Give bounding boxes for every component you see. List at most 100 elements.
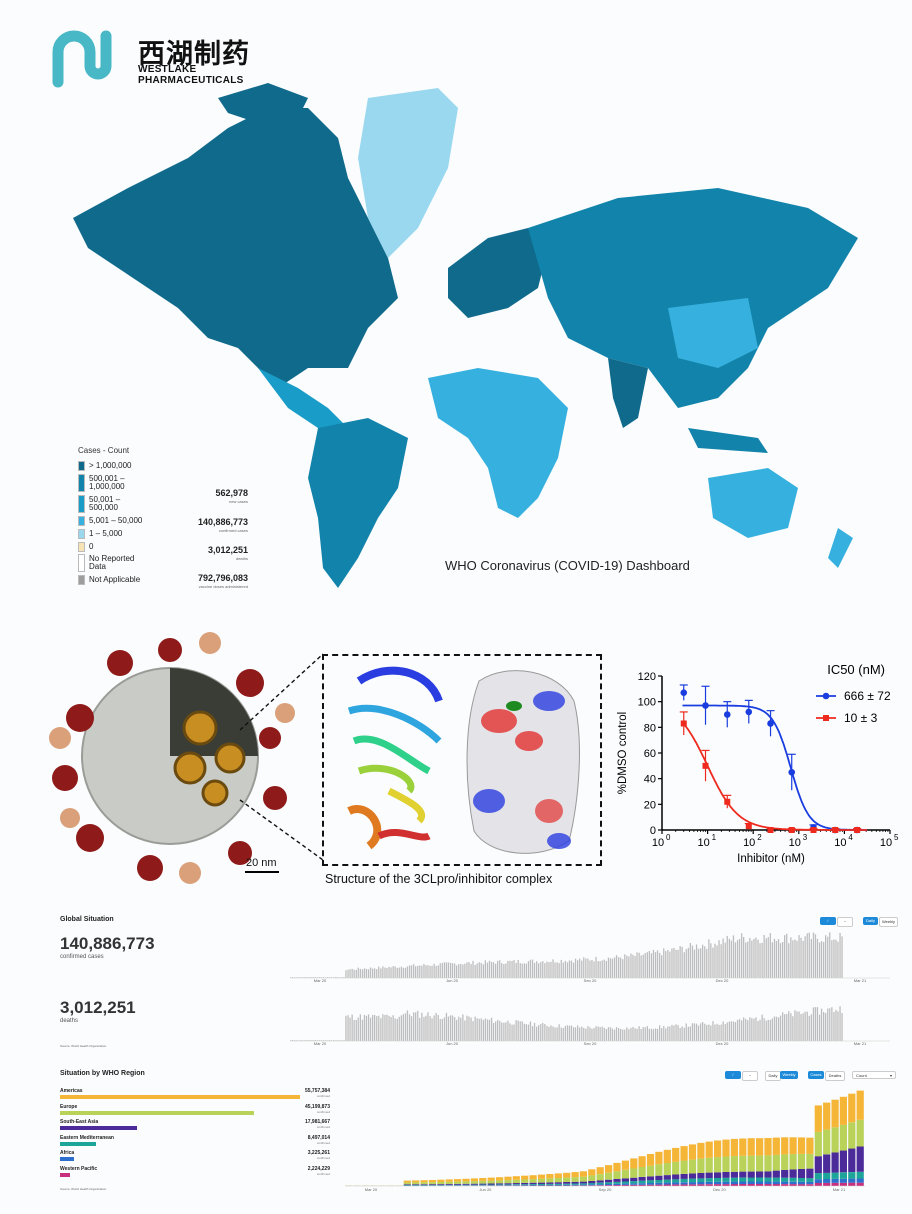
bar — [732, 935, 735, 978]
region-situation-title: Situation by WHO Region — [60, 1070, 145, 1077]
bar — [497, 960, 499, 978]
bar — [406, 966, 409, 978]
bar — [589, 960, 591, 978]
stack-segment — [512, 1176, 520, 1180]
stack-segment — [747, 1184, 755, 1186]
stack-segment — [714, 1157, 722, 1173]
bar — [777, 1017, 780, 1041]
chart-line-toggle[interactable]: ⁄ — [820, 917, 836, 925]
bar — [595, 1026, 597, 1041]
bar — [788, 1011, 790, 1041]
bar — [644, 953, 646, 978]
legend-title: IC50 (nM) — [827, 662, 885, 677]
bar — [333, 977, 335, 978]
stack-segment — [521, 1182, 529, 1185]
bar — [632, 1027, 634, 1041]
bar — [382, 1014, 384, 1041]
weekly-toggle[interactable]: Weekly — [879, 917, 898, 927]
bar — [579, 958, 581, 978]
daily-deaths-chart: Mar 20 Jun 20 Sep 20 Dec 20 Mar 21 — [290, 1006, 890, 1045]
stack-segment — [554, 1183, 562, 1185]
stack-segment — [621, 1178, 629, 1182]
stat-label: confirmed cases — [218, 528, 248, 533]
region-line-toggle[interactable]: ⁄ — [725, 1071, 741, 1079]
bar — [425, 1015, 427, 1041]
bar — [359, 968, 361, 978]
y-tick-label: 120 — [638, 671, 656, 683]
bar — [827, 936, 829, 978]
stack-segment — [613, 1179, 621, 1182]
bar — [396, 1018, 398, 1041]
bar — [656, 950, 659, 978]
bar — [548, 962, 550, 978]
bar — [296, 977, 298, 978]
bar — [423, 964, 425, 978]
bar — [765, 1020, 767, 1041]
bar — [720, 1024, 722, 1041]
stack-segment — [831, 1182, 839, 1186]
bar — [316, 1040, 318, 1041]
bar — [400, 1015, 402, 1041]
bar — [447, 962, 450, 978]
bar — [347, 1015, 349, 1041]
region-metric-select[interactable]: Count ▾ — [852, 1071, 896, 1079]
bar — [464, 1020, 466, 1041]
stack-segment — [646, 1180, 655, 1183]
bar — [474, 1016, 476, 1041]
region-curve-toggle[interactable]: ~ — [742, 1071, 758, 1081]
stack-segment — [789, 1169, 797, 1178]
region-weekly-toggle[interactable]: Weekly — [780, 1071, 798, 1079]
stack-segment — [688, 1182, 697, 1185]
chart-curve-toggle[interactable]: ~ — [837, 917, 853, 927]
bar — [320, 977, 322, 978]
region-cases-toggle[interactable]: Cases — [808, 1071, 824, 1079]
x-tick-label: 10 — [697, 837, 709, 849]
daily-toggle[interactable]: Daily — [863, 917, 878, 925]
legend-label: No Reported Data — [89, 554, 135, 571]
bar — [833, 939, 835, 978]
bar — [603, 1027, 605, 1041]
bar — [468, 962, 470, 978]
bar — [476, 963, 478, 978]
bar — [404, 967, 407, 978]
map-central-america — [258, 368, 348, 428]
stack-segment — [747, 1138, 755, 1156]
stack-segment — [697, 1173, 705, 1179]
stack-segment — [730, 1156, 738, 1172]
bar — [384, 967, 386, 978]
stat-value: 792,796,083 — [197, 573, 248, 583]
stack-segment — [512, 1179, 520, 1184]
bar — [818, 1014, 821, 1041]
bar — [318, 1040, 320, 1041]
map-australia — [708, 468, 798, 538]
stack-segment — [781, 1137, 789, 1155]
stack-segment — [428, 1184, 437, 1186]
stack-segment — [537, 1184, 546, 1186]
virus-particle-icon — [49, 632, 295, 884]
bar — [292, 1040, 294, 1041]
bar — [695, 1023, 698, 1041]
bar — [328, 1040, 331, 1041]
region-deaths-toggle[interactable]: Deaths — [825, 1071, 845, 1081]
bar — [669, 1026, 671, 1041]
bar — [624, 1029, 626, 1041]
bar — [697, 1025, 700, 1041]
stack-segment — [722, 1184, 730, 1186]
y-tick-label: 20 — [644, 799, 656, 811]
bar — [482, 1019, 484, 1041]
bar — [818, 942, 821, 978]
bar — [816, 1007, 819, 1041]
region-value-label: confirmed — [316, 1109, 330, 1114]
bar — [753, 1018, 755, 1041]
stack-segment — [705, 1181, 713, 1185]
region-value: 45,199,873 — [304, 1103, 330, 1110]
stat-label: vaccine doses administered — [198, 584, 248, 589]
month-tick: Sep 20 — [584, 978, 597, 982]
bar — [718, 1024, 720, 1041]
region-daily-toggle[interactable]: Daily — [765, 1071, 781, 1081]
stack-segment — [420, 1185, 428, 1186]
bar — [509, 1023, 511, 1041]
region-name: Africa — [60, 1150, 75, 1157]
bar — [544, 963, 546, 978]
bar — [597, 1026, 599, 1041]
